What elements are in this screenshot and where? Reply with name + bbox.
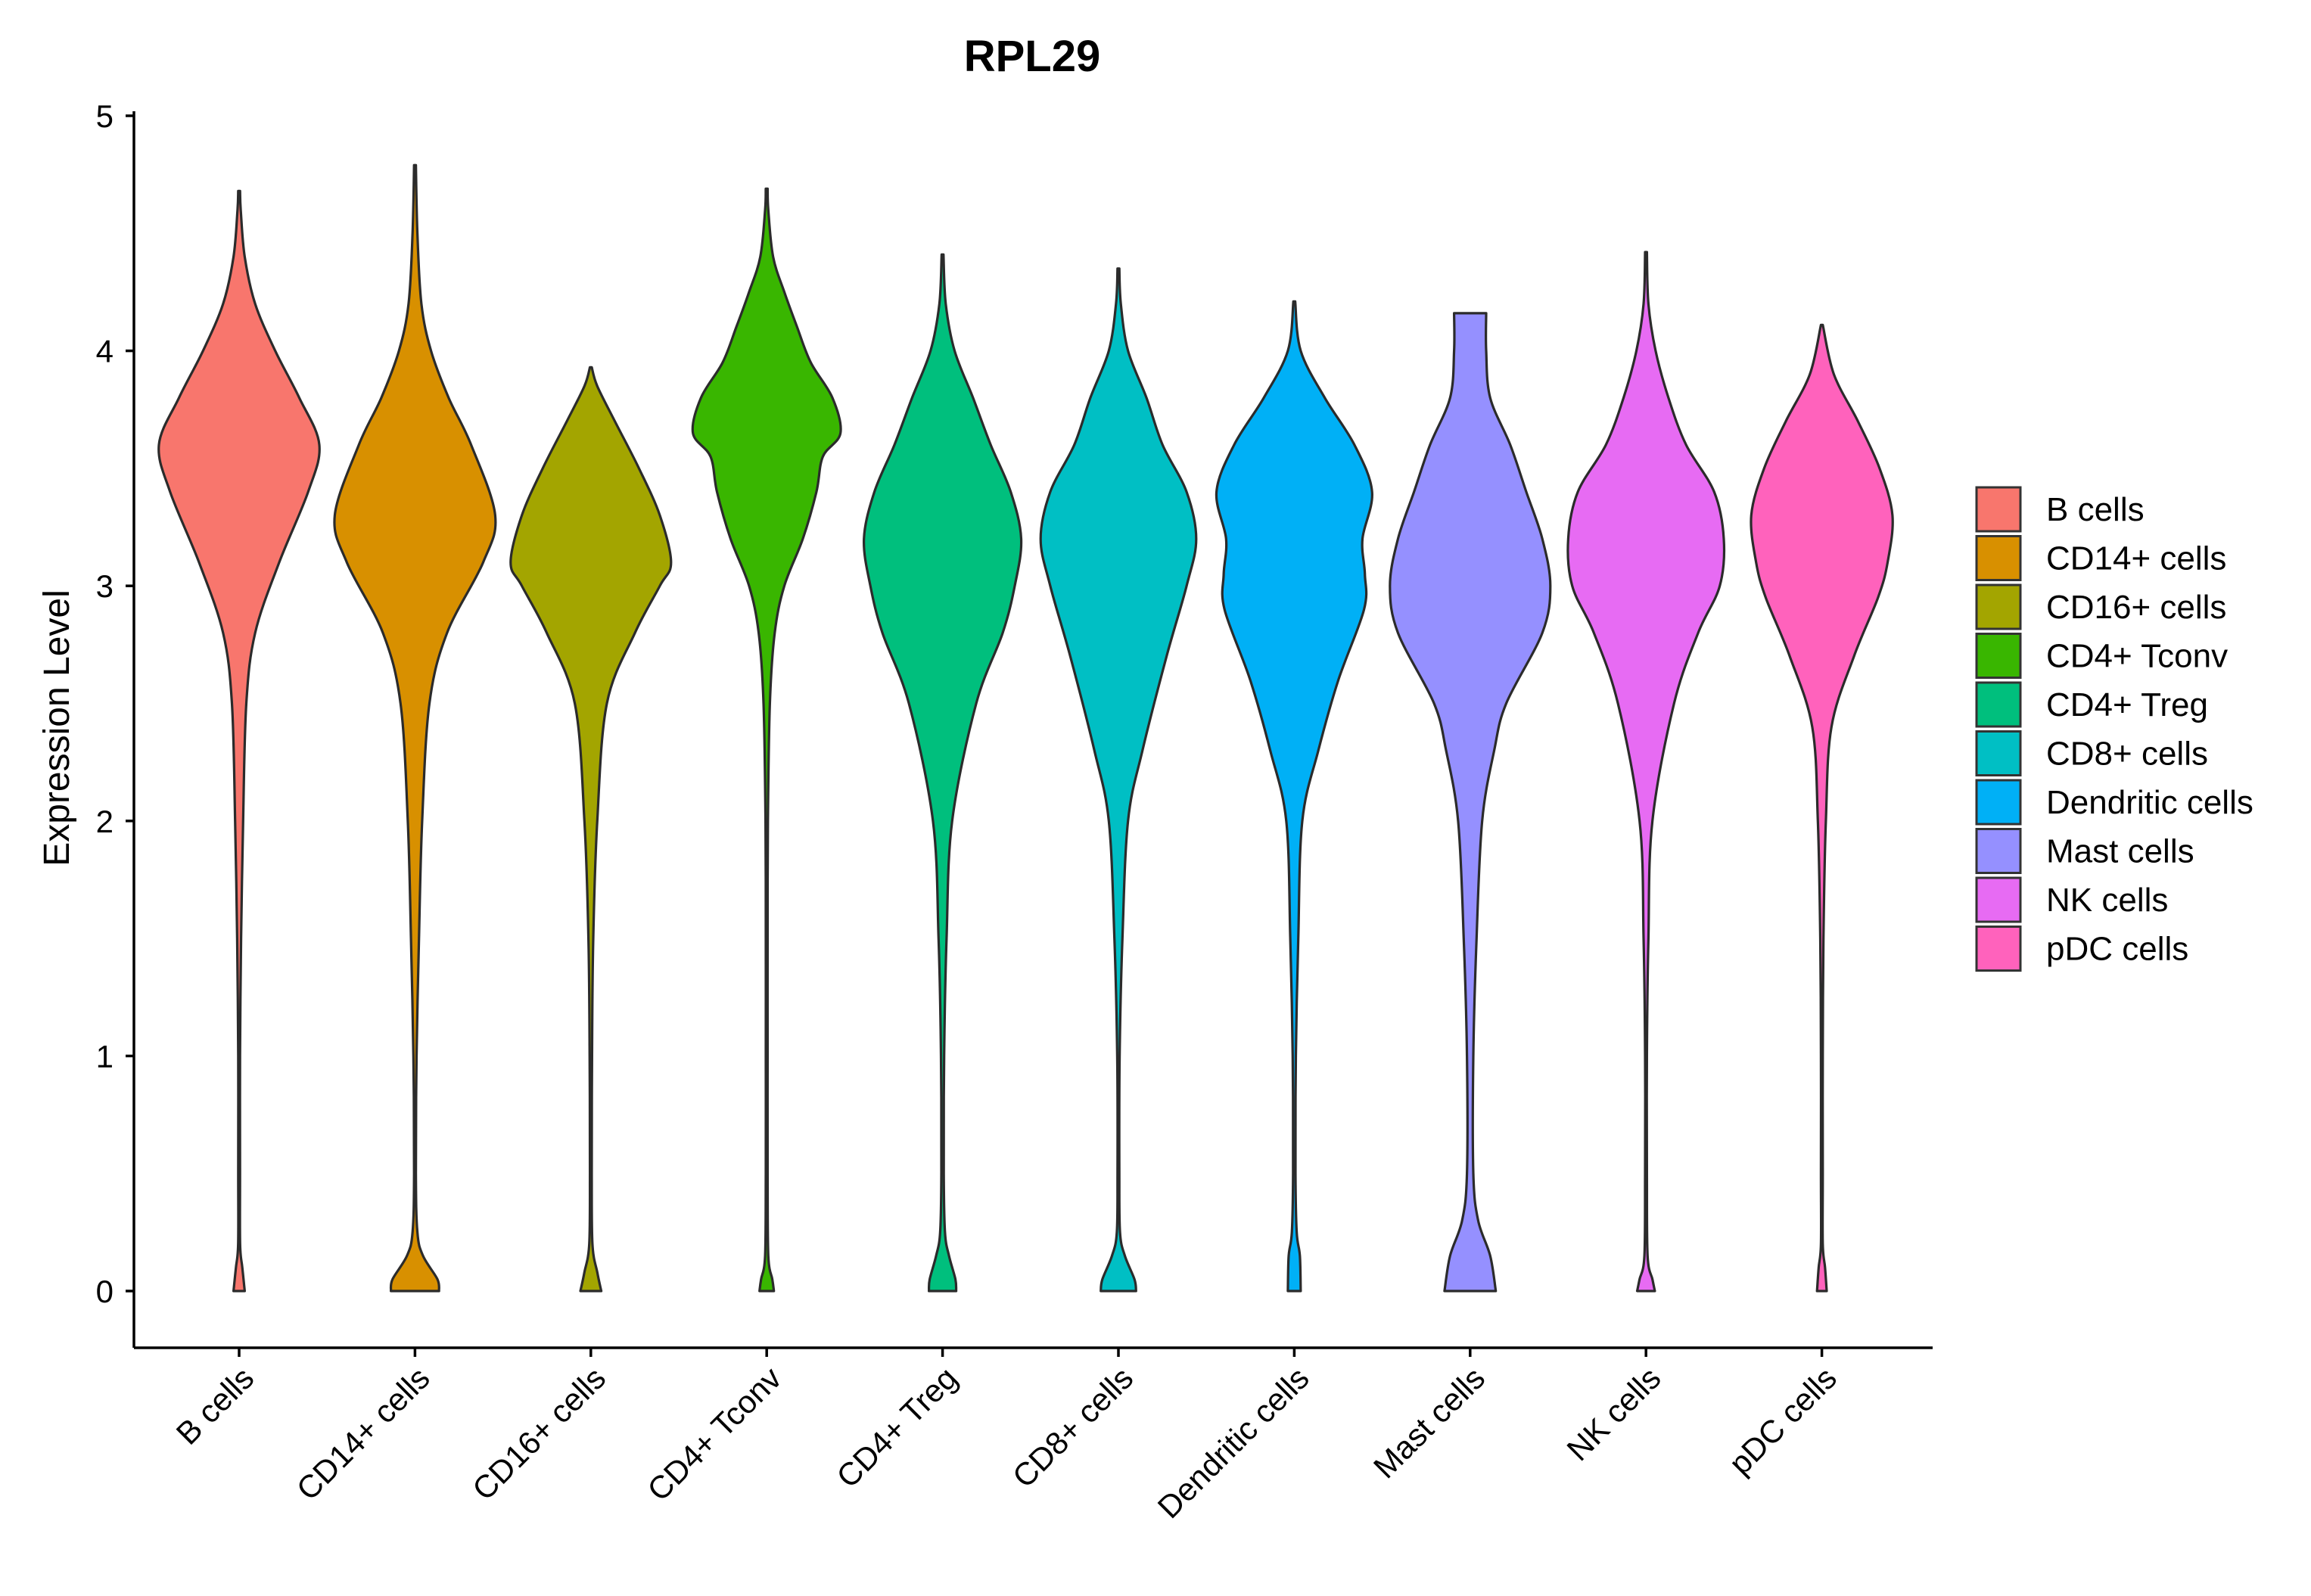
violin-b-cells (157, 189, 321, 1293)
violin-dendritic-cells (1215, 300, 1373, 1293)
x-tick-label: CD4+ Treg (829, 1360, 964, 1495)
x-tick-label: B cells (170, 1360, 261, 1451)
legend-key (1975, 633, 2022, 679)
legend-key (1975, 535, 2022, 581)
x-ticks: B cells CD14+ cells CD16+ cells CD4+ Tconv C… (170, 1348, 1843, 1525)
x-tick-label: CD8+ cells (1006, 1360, 1140, 1495)
legend-label: Dendritic cells (2046, 784, 2253, 821)
violins-layer (157, 163, 1894, 1293)
legend: B cells CD14+ cells CD16+ cells CD4+ Tconv C… (1975, 486, 2253, 972)
y-ticks: 0 1 2 3 4 5 (96, 98, 134, 1309)
x-tick-label: Dendritic cells (1151, 1360, 1316, 1525)
x-tick-label: NK cells (1560, 1360, 1667, 1467)
legend-label: pDC cells (2046, 931, 2188, 968)
legend-key (1975, 876, 2022, 923)
violin-cd16-cells (509, 366, 673, 1293)
legend-label: NK cells (2046, 882, 2168, 919)
y-tick-label: 0 (96, 1274, 114, 1309)
x-tick-label: CD14+ cells (290, 1360, 437, 1507)
violin-cd8-cells (1039, 267, 1198, 1293)
chart-title: RPL29 (964, 32, 1101, 81)
x-tick-label: CD16+ cells (465, 1360, 612, 1507)
legend-key (1975, 828, 2022, 874)
violin-nk-cells (1566, 250, 1726, 1293)
violin-mast-cells (1389, 312, 1552, 1293)
violin-cd4-tconv (691, 187, 842, 1293)
y-tick-label: 5 (96, 98, 114, 134)
x-tick-label: Mast cells (1367, 1360, 1491, 1485)
legend-label: CD14+ cells (2046, 540, 2226, 577)
y-axis-label: Expression Level (37, 590, 77, 866)
legend-key (1975, 730, 2022, 776)
y-tick-label: 1 (96, 1038, 114, 1074)
axes-layer (132, 111, 1933, 1349)
legend-label: CD8+ cells (2046, 736, 2208, 773)
y-tick-label: 3 (96, 568, 114, 604)
legend-key (1975, 681, 2022, 728)
legend-key (1975, 779, 2022, 826)
legend-label: CD16+ cells (2046, 589, 2226, 626)
legend-label: Mast cells (2046, 833, 2194, 870)
y-tick-label: 4 (96, 334, 114, 369)
legend-label: B cells (2046, 491, 2145, 528)
violin-pdc-cells (1750, 323, 1894, 1293)
legend-label: CD4+ Treg (2046, 686, 2208, 723)
legend-key (1975, 583, 2022, 630)
legend-key (1975, 486, 2022, 533)
legend-label: CD4+ Tconv (2046, 638, 2228, 675)
legend-key (1975, 926, 2022, 972)
x-tick-label: pDC cells (1722, 1360, 1843, 1481)
violin-cd14-cells (333, 163, 497, 1293)
x-tick-label: CD4+ Tconv (640, 1360, 788, 1507)
y-tick-label: 2 (96, 804, 114, 839)
violin-cd4-treg (863, 253, 1023, 1293)
